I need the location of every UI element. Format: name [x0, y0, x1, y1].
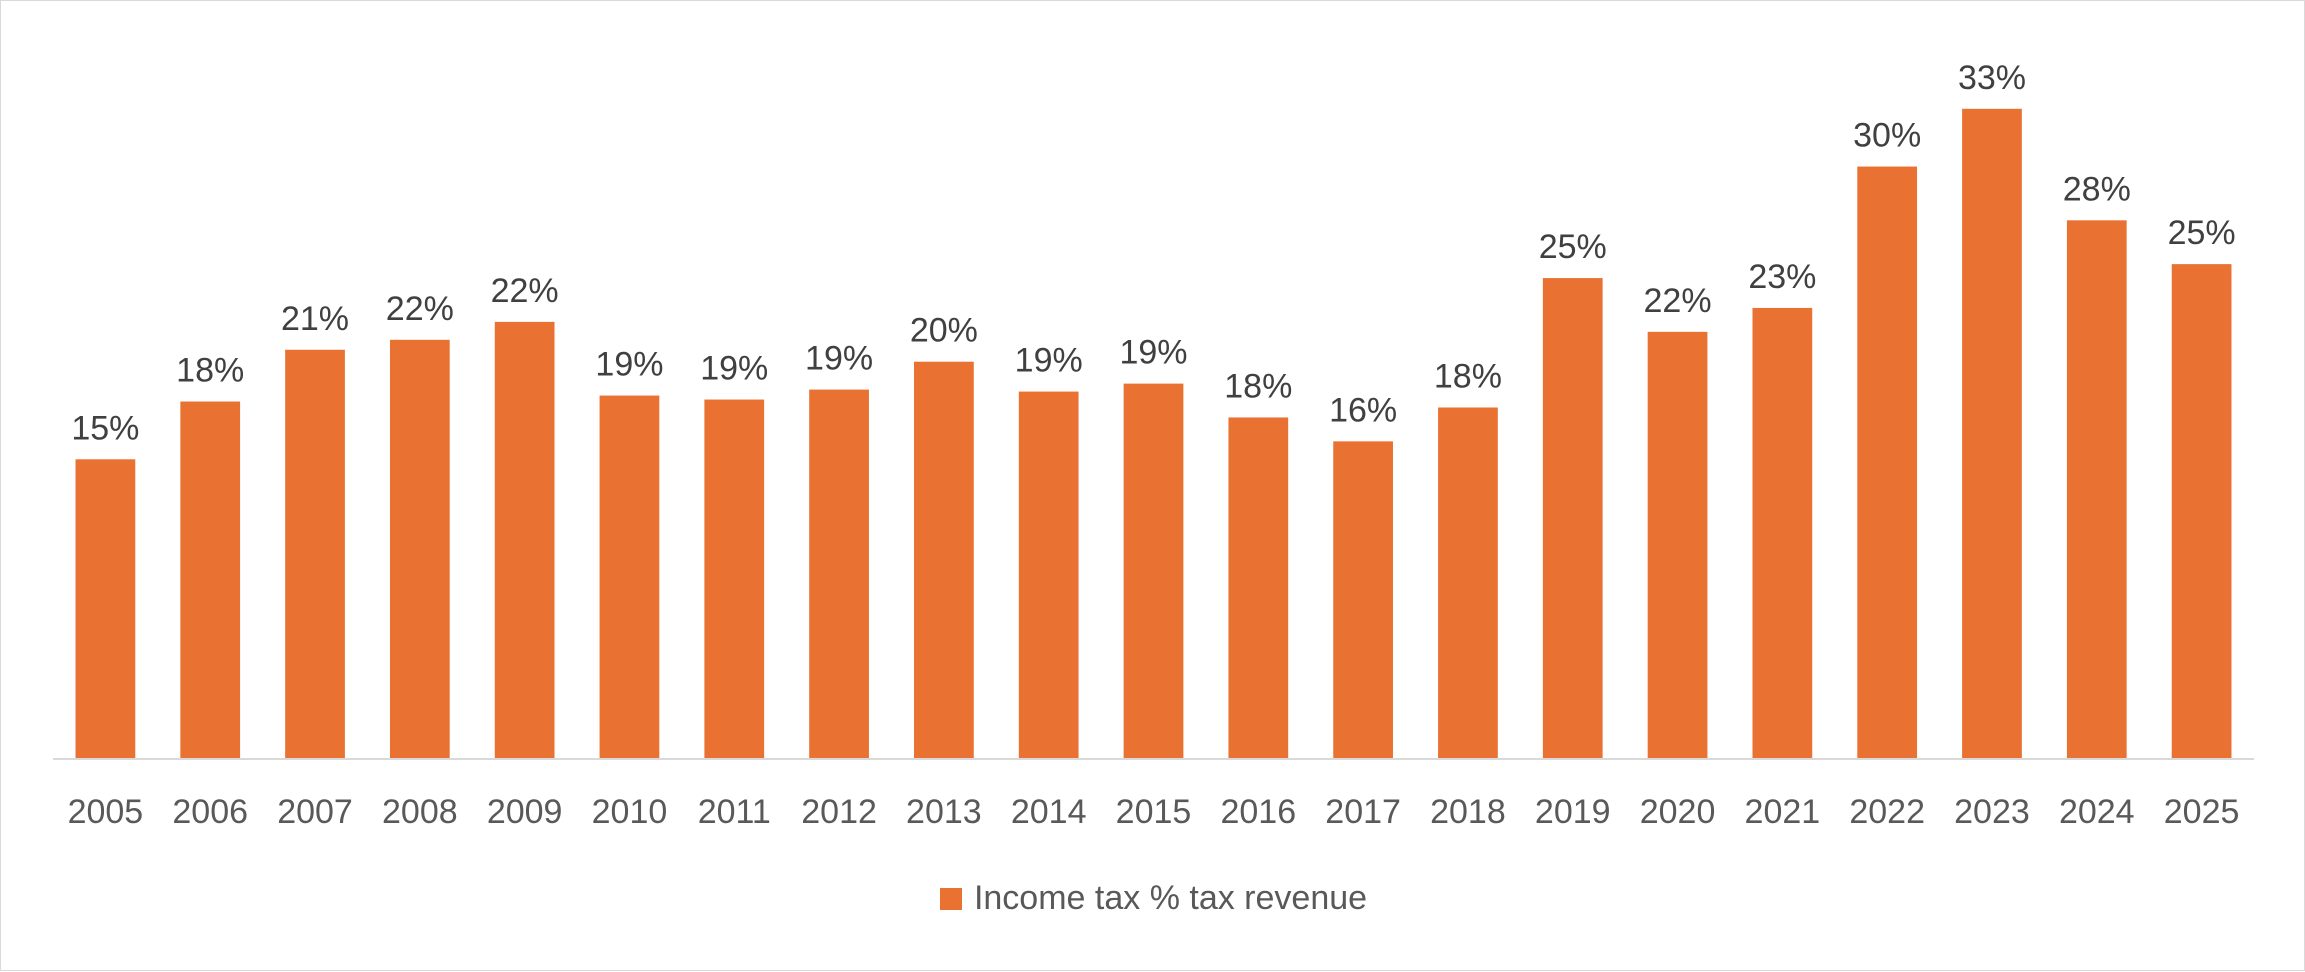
- data-label-2024: 28%: [2063, 170, 2131, 208]
- x-tick-label-2005: 2005: [68, 793, 144, 831]
- x-tick-label-2012: 2012: [801, 793, 877, 831]
- bar-2022: [1857, 166, 1918, 758]
- data-label-2012: 19%: [805, 340, 873, 378]
- data-label-2008: 22%: [386, 290, 454, 328]
- x-tick-label-2019: 2019: [1535, 793, 1611, 831]
- bar-2018: [1438, 407, 1498, 758]
- bar-2019: [1542, 278, 1603, 758]
- bar-2006: [180, 401, 241, 758]
- data-label-2020: 22%: [1644, 282, 1712, 320]
- bar-2014: [1018, 391, 1079, 758]
- data-labels-group: 15% 18% 21% 22% 22% 19% 19% 19% 20% 19% 19% 18% 16% 1…: [71, 59, 2235, 447]
- data-label-2025: 25%: [2168, 214, 2236, 252]
- legend-label: Income tax % tax revenue: [973, 879, 1368, 917]
- data-label-2017: 16%: [1329, 391, 1397, 429]
- data-label-2009: 22%: [491, 272, 559, 310]
- data-label-2015: 19%: [1119, 334, 1187, 372]
- x-tick-labels-group: 2005 2006 2007 2008 2009 2010 2011 2012 2013 2014…: [68, 793, 2240, 831]
- bar-2020: [1647, 331, 1708, 758]
- data-label-2005: 15%: [71, 409, 139, 447]
- data-label-2010: 19%: [595, 346, 663, 384]
- bar-2015: [1123, 383, 1184, 758]
- bar-2009: [494, 321, 555, 758]
- data-label-2022: 30%: [1853, 117, 1921, 155]
- x-tick-label-2009: 2009: [487, 793, 563, 831]
- x-tick-label-2017: 2017: [1325, 793, 1401, 831]
- data-label-2007: 21%: [281, 300, 349, 338]
- x-tick-label-2023: 2023: [1954, 793, 2030, 831]
- bar-2024: [2066, 220, 2127, 759]
- x-tick-label-2024: 2024: [2059, 793, 2135, 831]
- data-label-2023: 33%: [1958, 59, 2026, 97]
- bar-2010: [599, 395, 660, 758]
- x-tick-label-2021: 2021: [1745, 793, 1821, 831]
- x-tick-label-2008: 2008: [382, 793, 458, 831]
- x-tick-label-2015: 2015: [1116, 793, 1192, 831]
- x-tick-label-2020: 2020: [1640, 793, 1716, 831]
- data-label-2018: 18%: [1434, 358, 1502, 396]
- data-label-2013: 20%: [910, 312, 978, 350]
- bar-2023: [1962, 108, 2022, 758]
- legend: Income tax % tax revenue: [1, 879, 2305, 918]
- data-label-2021: 23%: [1748, 258, 1816, 296]
- bar-2011: [704, 399, 765, 758]
- bar-2005: [75, 459, 136, 758]
- bar-2008: [389, 339, 450, 758]
- data-label-2016: 18%: [1224, 367, 1292, 405]
- x-tick-label-2011: 2011: [698, 793, 771, 831]
- x-tick-label-2007: 2007: [277, 793, 353, 831]
- bar-2007: [285, 349, 345, 758]
- bar-2012: [809, 389, 869, 758]
- x-tick-label-2014: 2014: [1011, 793, 1087, 831]
- bar-2025: [2171, 264, 2232, 758]
- data-label-2006: 18%: [176, 352, 244, 390]
- legend-item: Income tax % tax revenue: [939, 879, 1368, 918]
- x-tick-label-2006: 2006: [172, 793, 248, 831]
- x-tick-label-2022: 2022: [1849, 793, 1925, 831]
- data-label-2014: 19%: [1015, 342, 1083, 380]
- legend-swatch: [939, 887, 962, 910]
- x-tick-label-2016: 2016: [1220, 793, 1296, 831]
- x-tick-label-2010: 2010: [592, 793, 668, 831]
- bar-2021: [1752, 307, 1813, 758]
- bars-group: [75, 108, 2232, 759]
- bar-2017: [1333, 441, 1393, 758]
- data-label-2011: 19%: [700, 350, 768, 388]
- bar-2013: [914, 361, 974, 758]
- x-tick-label-2013: 2013: [906, 793, 982, 831]
- data-label-2019: 25%: [1539, 228, 1607, 266]
- bar-2016: [1228, 417, 1289, 758]
- x-tick-label-2025: 2025: [2164, 793, 2240, 831]
- x-tick-label-2018: 2018: [1430, 793, 1506, 831]
